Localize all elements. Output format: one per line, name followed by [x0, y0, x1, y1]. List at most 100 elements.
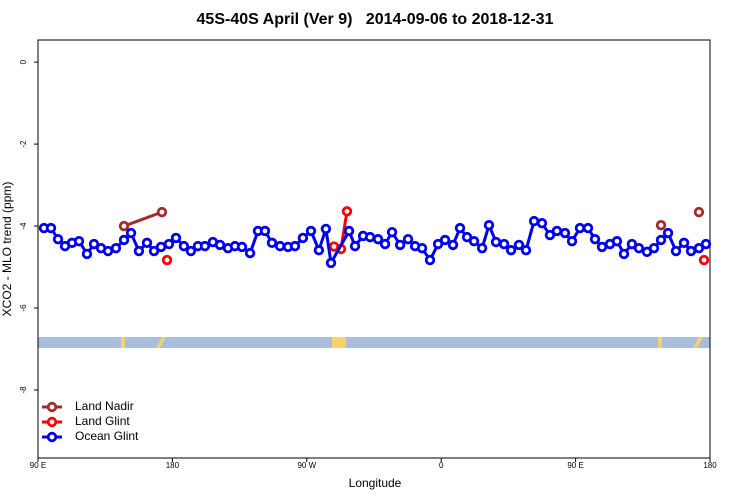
data-point [118, 234, 130, 246]
x-tick-label: 180 [166, 461, 180, 470]
data-point [178, 240, 190, 252]
x-axis-label: Longitude [349, 476, 402, 490]
data-point [156, 206, 168, 218]
series-line [124, 212, 699, 226]
x-tick-label: 90 E [567, 461, 583, 470]
land-patch [121, 337, 125, 348]
data-point [81, 248, 93, 260]
data-point [52, 233, 64, 245]
data-point [551, 225, 563, 237]
y-tick-label: -8 [19, 386, 28, 394]
data-point [536, 217, 548, 229]
data-point [618, 248, 630, 260]
data-point [289, 240, 301, 252]
data-point [349, 240, 361, 252]
data-point [559, 227, 571, 239]
data-point [633, 242, 645, 254]
land-patch [658, 337, 662, 348]
data-point [626, 238, 638, 250]
y-tick-label: -2 [19, 140, 28, 148]
legend-marker [46, 401, 58, 413]
land-mask-band [38, 337, 710, 348]
data-point [170, 232, 182, 244]
data-point [596, 241, 608, 253]
data-point [386, 226, 398, 238]
data-point [364, 231, 376, 243]
y-tick-label: -4 [19, 222, 28, 230]
data-point [161, 254, 173, 266]
data-point [520, 245, 532, 256]
plot-frame [37, 39, 711, 459]
x-tick-label: 90 W [297, 461, 316, 470]
x-tick-label: 0 [439, 461, 444, 470]
data-point [528, 215, 540, 227]
legend-label: Ocean Glint [75, 429, 139, 443]
legend-marker [46, 431, 58, 443]
data-point [341, 206, 353, 217]
data-point [402, 233, 414, 245]
data-point [110, 242, 122, 254]
data-point [379, 238, 391, 250]
data-point [483, 220, 495, 231]
data-point [655, 220, 667, 231]
data-point [372, 233, 384, 245]
data-point [199, 240, 211, 252]
data-point [432, 238, 444, 250]
data-point [118, 220, 130, 232]
y-tick-label: 0 [19, 59, 28, 64]
data-point [678, 237, 690, 249]
data-point [125, 227, 137, 239]
data-point [155, 241, 167, 253]
data-point [698, 254, 710, 266]
data-point [343, 225, 355, 237]
data-point [439, 234, 451, 246]
data-point [513, 239, 525, 251]
ocean-band [38, 337, 710, 348]
data-point [325, 257, 337, 269]
data-point [320, 223, 332, 235]
data-point [685, 245, 697, 257]
data-point [447, 239, 459, 251]
data-point [498, 238, 510, 250]
y-tick-label: -6 [19, 304, 28, 312]
data-point [236, 241, 248, 253]
data-point [611, 236, 623, 247]
data-point [454, 222, 466, 234]
x-tick-label: 90 E [30, 461, 46, 470]
data-point [185, 245, 197, 257]
data-point [214, 239, 226, 251]
data-point [693, 242, 705, 254]
data-point [163, 238, 175, 250]
data-point [313, 245, 325, 256]
data-point [424, 254, 436, 266]
land-patch [156, 337, 166, 348]
data-point [490, 236, 502, 248]
data-point [266, 237, 278, 249]
data-point [566, 236, 578, 247]
data-point [468, 236, 480, 247]
data-point [259, 225, 271, 237]
data-point [394, 239, 406, 251]
data-point [73, 236, 85, 247]
legend-label: Land Nadir [75, 399, 134, 413]
data-point [133, 245, 145, 257]
data-point [274, 240, 286, 252]
data-point [416, 242, 428, 254]
data-point [655, 234, 667, 246]
data-point [582, 222, 594, 234]
data-point [148, 245, 160, 257]
data-point [693, 206, 705, 218]
data-point [88, 238, 100, 250]
data-point [670, 245, 682, 257]
data-point [648, 242, 660, 254]
data-point [476, 242, 488, 254]
y-axis-label: XCO2 - MLO trend (ppm) [0, 182, 14, 317]
data-point [574, 222, 586, 234]
x-tick-label: 180 [703, 461, 717, 470]
data-point [305, 225, 317, 237]
data-point [297, 232, 309, 244]
data-point [461, 231, 473, 243]
legend-marker [46, 416, 58, 428]
